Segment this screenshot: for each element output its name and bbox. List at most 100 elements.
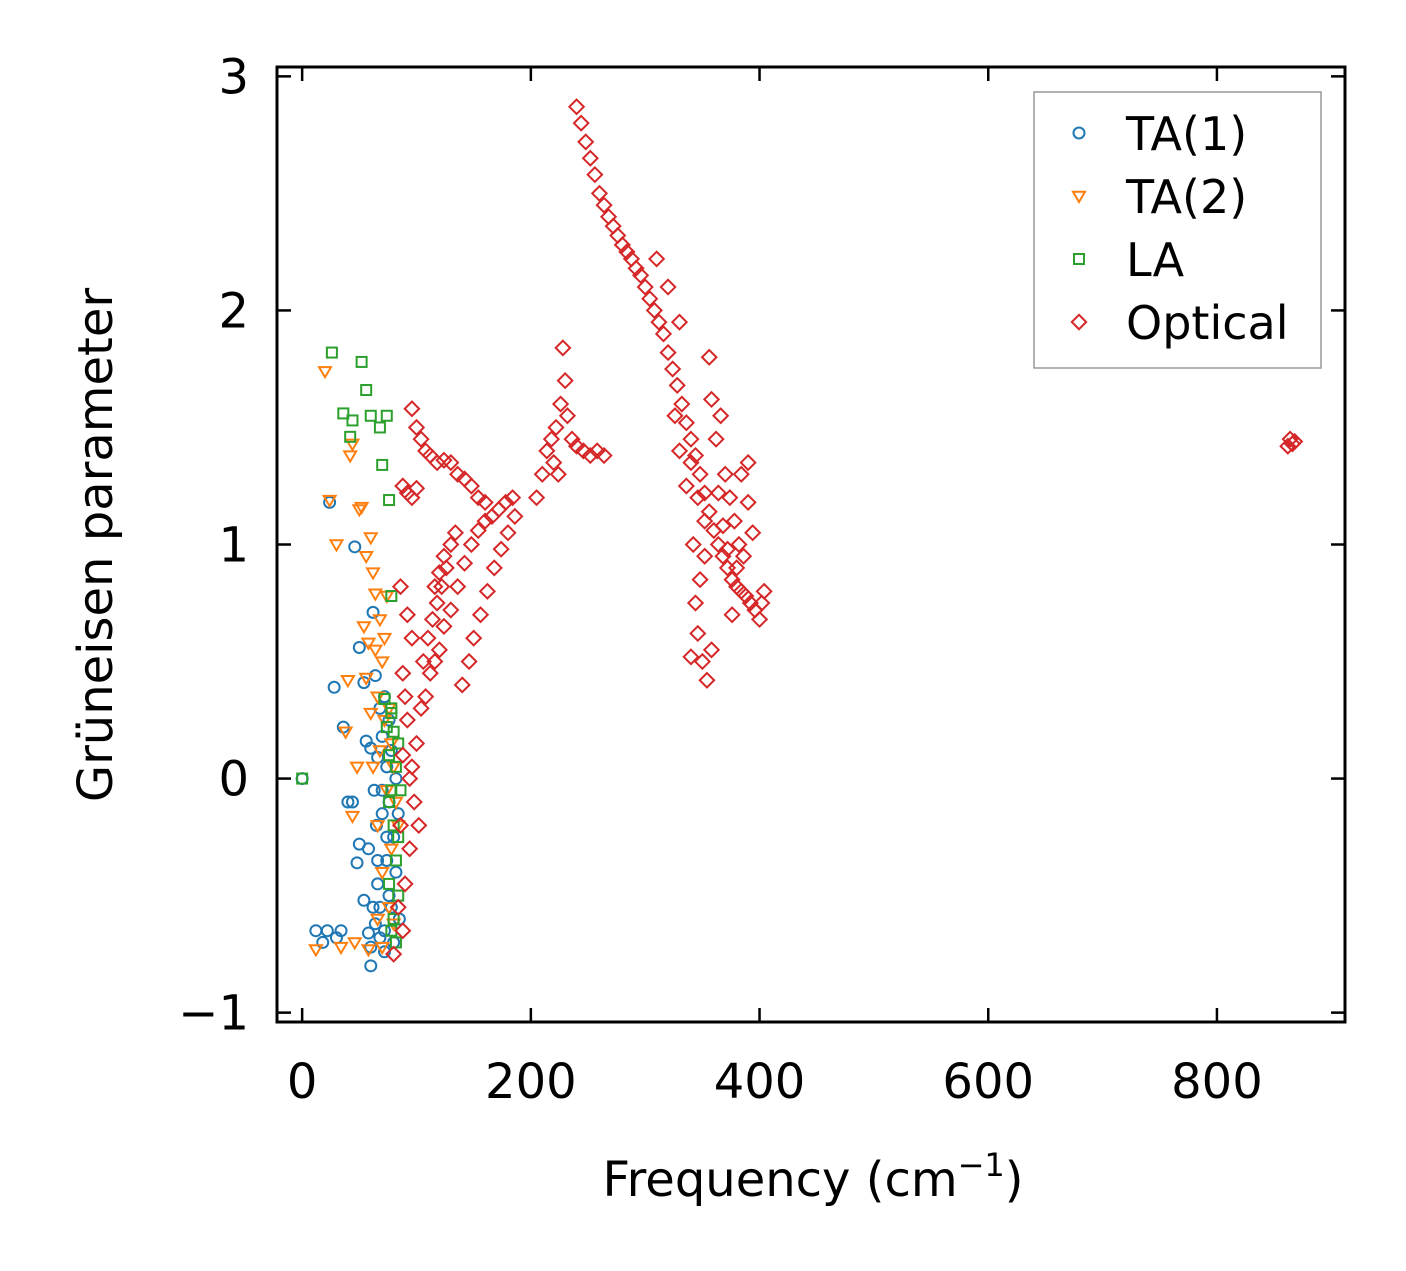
data-point <box>492 540 510 558</box>
data-point <box>355 355 368 368</box>
data-point <box>369 913 386 927</box>
data-point <box>549 465 567 483</box>
legend-item: TA(2) <box>1071 170 1247 224</box>
data-point <box>367 644 384 658</box>
data-point <box>378 692 391 705</box>
legend: TA(1) TA(2) LA Optical <box>1033 91 1322 369</box>
data-point <box>670 442 689 460</box>
data-point <box>374 656 390 670</box>
data-point <box>673 395 691 413</box>
data-point <box>558 407 577 425</box>
data-point <box>380 409 393 422</box>
data-point <box>371 853 385 867</box>
data-point <box>376 632 393 647</box>
data-point <box>389 936 402 949</box>
data-point <box>725 512 744 530</box>
legend-marker <box>1071 190 1087 204</box>
data-point <box>1281 430 1299 448</box>
data-point <box>382 889 396 903</box>
data-point <box>372 614 388 628</box>
data-points <box>295 98 1304 973</box>
data-point <box>389 898 407 916</box>
data-point <box>721 489 739 507</box>
data-point <box>723 606 741 624</box>
data-point <box>684 535 702 554</box>
data-point <box>357 893 371 907</box>
data-point <box>333 941 349 956</box>
data-point <box>462 535 481 554</box>
data-point <box>401 840 419 858</box>
data-point <box>503 489 522 507</box>
data-point <box>296 772 309 785</box>
data-point <box>423 610 442 629</box>
data-point <box>405 793 423 811</box>
data-point <box>394 664 412 682</box>
data-point <box>469 489 487 507</box>
data-point <box>682 453 700 472</box>
data-point <box>659 278 677 296</box>
data-point <box>739 453 757 472</box>
data-point <box>364 409 377 422</box>
data-point <box>718 540 737 558</box>
data-point <box>702 641 721 659</box>
data-point <box>358 672 374 686</box>
data-point <box>383 843 400 857</box>
data-point <box>392 737 405 750</box>
data-point <box>632 266 650 284</box>
data-point <box>723 570 741 589</box>
data-point <box>572 114 590 132</box>
data-point <box>365 761 381 775</box>
data-point <box>376 458 389 471</box>
data-point <box>376 714 393 729</box>
data-point <box>737 587 755 605</box>
data-point <box>595 196 613 214</box>
data-point <box>636 278 654 296</box>
data-point <box>419 629 437 647</box>
data-point <box>325 346 338 359</box>
series-ta-2- <box>308 366 406 958</box>
data-point <box>696 512 714 530</box>
data-point <box>641 290 659 308</box>
data-point <box>391 816 410 834</box>
data-point <box>387 819 400 832</box>
data-point <box>442 535 460 554</box>
data-point <box>709 484 727 502</box>
data-point <box>385 945 403 963</box>
y-tick-label: 3 <box>218 49 249 105</box>
data-point <box>383 738 400 752</box>
data-point <box>352 640 366 654</box>
data-point <box>394 746 412 764</box>
legend-marker <box>1073 253 1085 265</box>
data-point <box>385 589 398 602</box>
data-point <box>407 479 426 497</box>
data-point <box>499 524 517 542</box>
data-point <box>345 795 359 809</box>
data-point <box>654 325 673 343</box>
data-point <box>396 688 414 706</box>
legend-marker <box>1070 313 1088 331</box>
data-point <box>691 570 709 589</box>
data-point <box>567 437 586 455</box>
legend-label: Optical <box>1126 296 1288 350</box>
data-point <box>689 624 707 643</box>
x-axis-label-superscript: −1 <box>958 1146 1005 1184</box>
data-point <box>714 547 732 565</box>
data-point <box>581 149 599 167</box>
data-point <box>412 430 430 448</box>
data-point <box>371 877 385 891</box>
x-tick-label: 0 <box>287 1054 318 1110</box>
legend-items: TA(1) TA(2) LA Optical <box>1070 107 1288 350</box>
data-point <box>497 493 515 511</box>
data-point <box>365 567 381 581</box>
legend-label: TA(1) <box>1125 107 1247 161</box>
data-point <box>389 865 403 879</box>
data-point <box>414 652 432 671</box>
data-point <box>407 734 426 753</box>
data-point <box>372 745 388 759</box>
data-point <box>677 414 695 432</box>
data-point <box>349 761 365 775</box>
data-point <box>366 605 380 619</box>
data-point <box>389 772 403 786</box>
data-point <box>392 831 405 844</box>
data-point <box>556 372 574 390</box>
